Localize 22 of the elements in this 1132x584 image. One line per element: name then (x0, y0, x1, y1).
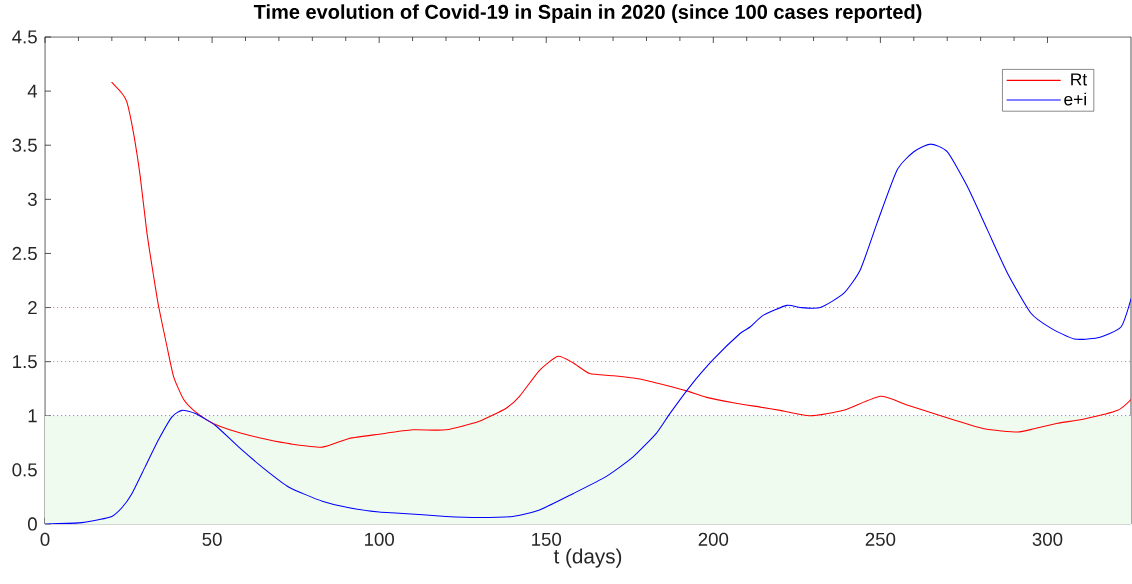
x-tick-label: 200 (698, 532, 729, 546)
y-tick-label: 3 (27, 192, 37, 206)
line-series (45, 143, 1131, 524)
legend-label: Rt (1071, 73, 1088, 86)
y-tick-label: 2.5 (12, 246, 37, 261)
x-tick-label: 100 (365, 532, 395, 546)
y-tick-label: 1.5 (13, 355, 37, 369)
x-tick-label: 300 (1032, 532, 1063, 546)
y-tick-label: 3.5 (12, 138, 37, 152)
x-tick-label: 150 (532, 532, 562, 546)
x-tick-label: 250 (865, 532, 896, 546)
y-tick-label: 1 (28, 409, 37, 423)
y-tick-label: 2 (28, 301, 37, 315)
y-tick-label: 0.5 (12, 463, 37, 477)
x-axis-title: t (days) (553, 548, 622, 568)
chart-title: Time evolution of Covid-19 in Spain in 2020 (since 100 cases reported) (253, 4, 922, 23)
y-tick-label: 4 (27, 84, 38, 98)
x-tick-label: 0 (40, 532, 50, 546)
legend-label: e+i (1064, 92, 1086, 106)
y-tick-label: 4.5 (12, 30, 37, 44)
x-tick-label: 50 (202, 532, 222, 546)
y-tick-label: 0 (27, 517, 37, 531)
